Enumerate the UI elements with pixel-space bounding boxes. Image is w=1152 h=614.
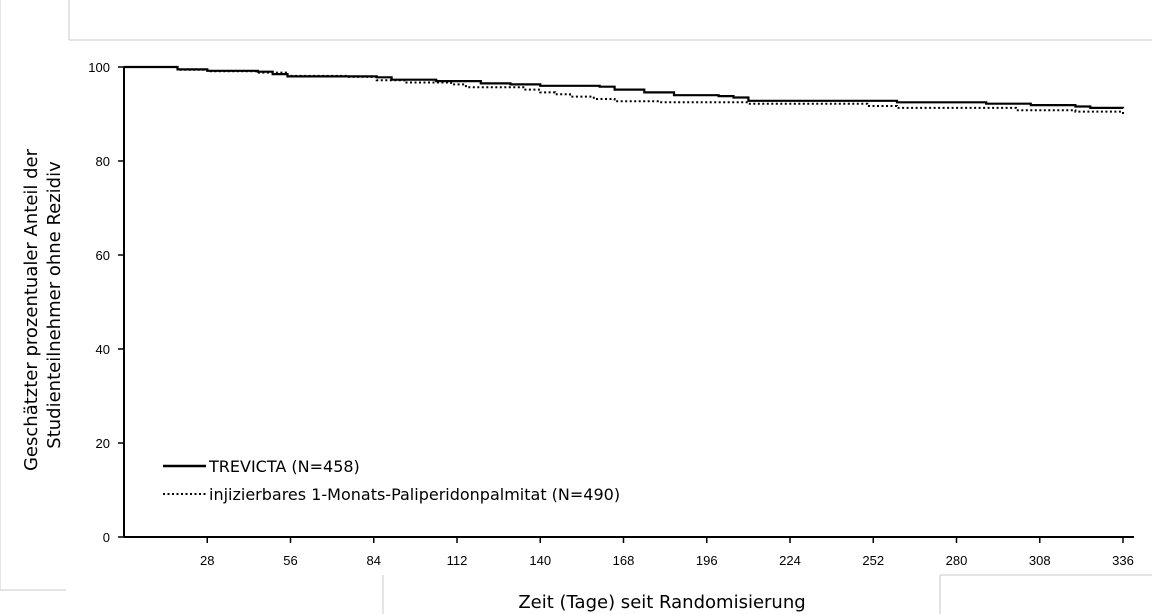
y-axis-title-line-2: Studienteilnehmer ohne Rezidiv	[44, 161, 65, 449]
y-tick-label: 60	[96, 248, 110, 263]
x-axis-title: Zeit (Tage) seit Randomisierung	[518, 592, 805, 613]
x-tick-label: 84	[367, 553, 381, 568]
x-tick-label: 280	[946, 553, 968, 568]
y-tick-label: 40	[96, 342, 110, 357]
y-axis-ticks: 0 20 40 60 80 100	[88, 60, 124, 545]
series-line-trevicta	[124, 65, 1125, 109]
y-axis-title-line-1: Geschätzter prozentualer Anteil der	[21, 148, 42, 471]
x-axis-ticks: 28 56 84 112 140 168 196 224 252 280 308 336	[200, 537, 1134, 568]
legend: TREVICTA (N=458) injizierbares 1-Monats-…	[163, 457, 620, 504]
series-line-paliperidonpalmitat	[124, 66, 1124, 114]
x-tick-label: 308	[1029, 553, 1051, 568]
legend-label-trevicta: TREVICTA (N=458)	[208, 457, 360, 476]
x-tick-label: 252	[862, 553, 884, 568]
legend-label-paliperidonpalmitat: injizierbares 1-Monats-Paliperidonpalmit…	[209, 485, 620, 504]
x-tick-label: 112	[447, 553, 468, 568]
x-tick-label: 140	[529, 553, 551, 568]
y-tick-label: 80	[96, 154, 110, 169]
y-tick-label: 100	[88, 60, 110, 75]
x-tick-label: 336	[1112, 553, 1134, 568]
x-tick-label: 28	[200, 553, 214, 568]
y-tick-label: 0	[103, 530, 110, 545]
x-tick-label: 56	[283, 553, 297, 568]
x-tick-label: 196	[696, 553, 718, 568]
x-tick-label: 224	[779, 553, 801, 568]
y-tick-label: 20	[96, 436, 110, 451]
x-tick-label: 168	[613, 553, 635, 568]
